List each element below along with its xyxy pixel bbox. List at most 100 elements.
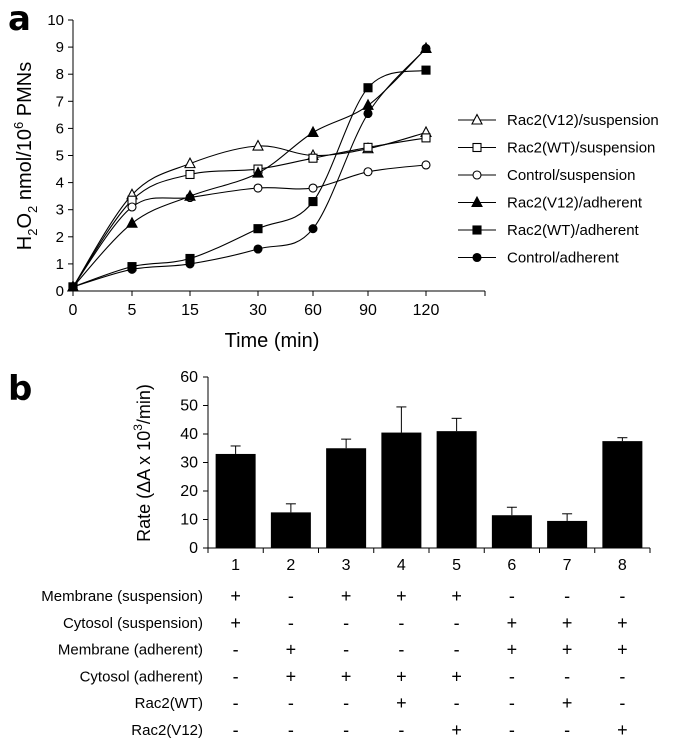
panel-a-legend-marker xyxy=(472,225,482,235)
condition-plus-mark: + xyxy=(286,666,297,686)
panel-b-y-tick-label: 10 xyxy=(180,512,198,529)
panel-a-legend-marker xyxy=(472,252,482,263)
panel-a-y-tick-label: 7 xyxy=(56,93,64,110)
condition-plus-mark: + xyxy=(562,640,573,660)
panel-b-bar xyxy=(547,520,588,548)
condition-row-label: Cytosol (suspension) xyxy=(63,615,203,632)
condition-minus-mark: - xyxy=(398,640,404,660)
panel-b-x-tick-label: 1 xyxy=(231,557,240,574)
condition-minus-mark: - xyxy=(619,666,625,686)
panel-a-data-point xyxy=(421,65,431,75)
panel-a-series-line xyxy=(72,69,427,288)
condition-plus-mark: + xyxy=(230,586,241,606)
panel-a-legend-label: Rac2(V12)/suspension xyxy=(507,112,659,129)
panel-b-x-tick-label: 3 xyxy=(342,557,351,574)
condition-minus-mark: - xyxy=(564,666,570,686)
panel-a-data-point xyxy=(363,108,373,119)
panel-b-condition-table: Membrane (suspension) + - + + + - - - Cytosol (su… xyxy=(41,586,627,740)
panel-a-x-tick-label: 120 xyxy=(413,302,440,319)
condition-minus-mark: - xyxy=(233,666,239,686)
panel-a-data-point xyxy=(184,156,196,169)
panel-a-data-point xyxy=(253,183,263,193)
condition-plus-mark: + xyxy=(396,586,407,606)
condition-minus-mark: - xyxy=(233,720,239,740)
condition-plus-mark: + xyxy=(507,640,518,660)
condition-row-label: Rac2(WT) xyxy=(135,695,203,712)
panel-b-bar xyxy=(491,515,532,548)
panel-a-legend-marker xyxy=(472,170,482,180)
condition-minus-mark: - xyxy=(288,613,294,633)
condition-plus-mark: + xyxy=(341,586,352,606)
condition-minus-mark: - xyxy=(343,613,349,633)
panel-a-data-point xyxy=(363,167,373,177)
condition-plus-mark: + xyxy=(451,586,462,606)
condition-minus-mark: - xyxy=(509,586,515,606)
panel-a-y-tick-label: 3 xyxy=(56,202,64,219)
panel-a-legend-marker xyxy=(471,113,483,125)
panel-a-legend-marker xyxy=(471,195,483,208)
panel-a-x-tick-label: 0 xyxy=(69,302,78,319)
panel-b-bar xyxy=(602,441,643,548)
panel-a-letter: a xyxy=(8,0,31,39)
condition-minus-mark: - xyxy=(564,586,570,606)
panel-a-y-tick-label: 10 xyxy=(47,12,64,29)
condition-minus-mark: - xyxy=(288,720,294,740)
condition-minus-mark: - xyxy=(619,586,625,606)
panel-a-data-point xyxy=(127,264,137,274)
panel-a-y-tick-label: 0 xyxy=(56,283,64,300)
panel-b-y-tick-label: 20 xyxy=(180,483,198,500)
condition-plus-mark: + xyxy=(562,613,573,633)
panel-a-series-line xyxy=(72,131,427,288)
condition-row-label: Membrane (suspension) xyxy=(41,588,203,605)
condition-plus-mark: + xyxy=(617,613,628,633)
condition-plus-mark: + xyxy=(507,613,518,633)
panel-b-bar xyxy=(326,448,367,548)
panel-b-x-tick-label: 6 xyxy=(507,557,516,574)
panel-a-x-tick-label: 5 xyxy=(128,302,137,319)
condition-minus-mark: - xyxy=(509,720,515,740)
panel-a-data-point xyxy=(308,153,318,163)
condition-plus-mark: + xyxy=(617,720,628,740)
condition-minus-mark: - xyxy=(509,666,515,686)
condition-plus-mark: + xyxy=(341,666,352,686)
panel-a-x-tick-label: 60 xyxy=(304,302,322,319)
panel-a-legend-label: Rac2(V12)/adherent xyxy=(507,195,643,212)
panel-a-series-line xyxy=(72,48,427,288)
panel-b-y-tick-label: 60 xyxy=(180,369,198,386)
condition-minus-mark: - xyxy=(454,693,460,713)
panel-a-data-point xyxy=(421,160,431,170)
condition-minus-mark: - xyxy=(288,586,294,606)
panel-a-data-point xyxy=(308,183,318,193)
panel-a-y-tick-label: 9 xyxy=(56,39,64,56)
panel-a-legend-label: Control/suspension xyxy=(507,167,635,184)
condition-plus-mark: + xyxy=(230,613,241,633)
panel-a-y-tick-label: 1 xyxy=(56,256,64,273)
condition-plus-mark: + xyxy=(396,693,407,713)
condition-minus-mark: - xyxy=(343,693,349,713)
condition-minus-mark: - xyxy=(233,640,239,660)
condition-plus-mark: + xyxy=(451,720,462,740)
panel-b-bar xyxy=(270,512,311,548)
panel-a-data-point xyxy=(127,202,137,212)
condition-minus-mark: - xyxy=(343,720,349,740)
panel-a-x-tick-label: 30 xyxy=(249,302,267,319)
panel-b-y-axis-title: Rate (ΔA x 103/min) xyxy=(131,384,154,542)
panel-a-y-tick-label: 2 xyxy=(56,229,64,246)
condition-minus-mark: - xyxy=(398,613,404,633)
panel-a-legend-marker xyxy=(472,142,482,153)
panel-a-data-point xyxy=(308,197,318,207)
panel-a-data-point xyxy=(421,133,431,143)
condition-row-label: Cytosol (adherent) xyxy=(80,668,203,685)
condition-plus-mark: + xyxy=(451,666,462,686)
panel-b-letter: b xyxy=(8,369,32,409)
panel-b-x-tick-label: 7 xyxy=(563,557,572,574)
panel-b-x-tick-label: 4 xyxy=(397,557,406,574)
panel-a-legend: Rac2(V12)/suspension Rac2(WT)/suspension C… xyxy=(458,112,659,267)
panel-a-data-point xyxy=(68,282,78,292)
panel-a-data-point xyxy=(253,224,263,234)
condition-minus-mark: - xyxy=(564,720,570,740)
condition-plus-mark: + xyxy=(396,666,407,686)
panel-a-data-point xyxy=(126,216,138,228)
condition-plus-mark: + xyxy=(286,640,297,660)
